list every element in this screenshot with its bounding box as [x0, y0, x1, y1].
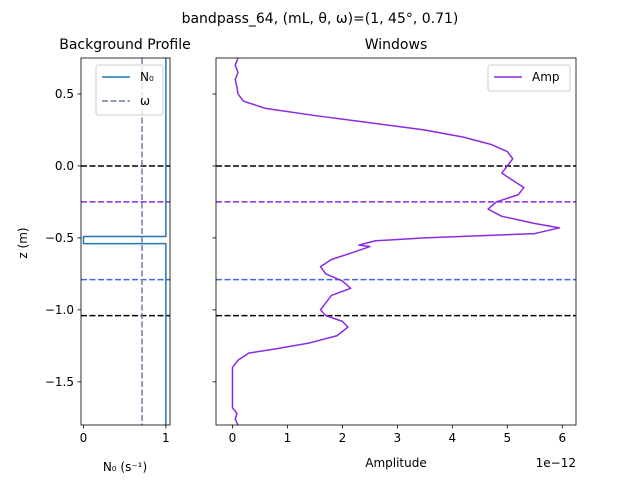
- right-x-tick-label: 1: [284, 431, 292, 445]
- left-y-tick-label: −1.0: [45, 303, 74, 317]
- figure-suptitle: bandpass_64, (mL, θ, ω)=(1, 45°, 0.71): [182, 11, 459, 27]
- windows-panel: Windows Amplitude 1e−12 0 1 2 3 4 5 6 Amp: [212, 37, 577, 470]
- right-x-tick-label: 3: [394, 431, 402, 445]
- left-legend-label-1: ω: [140, 94, 150, 108]
- right-x-tick-label: 6: [558, 431, 566, 445]
- left-panel-title: Background Profile: [59, 37, 191, 53]
- right-legend: Amp: [487, 64, 571, 92]
- left-axes-frame: [80, 57, 171, 426]
- left-y-tick-label: 0.5: [55, 87, 74, 101]
- left-x-tick-label: 0: [80, 431, 88, 445]
- right-x-tick-label: 2: [339, 431, 347, 445]
- right-panel-offset-text: 1e−12: [536, 456, 576, 470]
- right-legend-box: [487, 64, 571, 92]
- right-panel-title: Windows: [365, 37, 428, 53]
- right-axes-frame: [215, 57, 577, 426]
- left-panel-xlabel: N₀ (s⁻¹): [103, 460, 147, 474]
- left-plot-area: [81, 58, 170, 425]
- right-x-tick-label: 5: [503, 431, 511, 445]
- right-legend-label-0: Amp: [532, 70, 560, 84]
- left-series-0: [82, 58, 167, 425]
- right-panel-xlabel: Amplitude: [365, 456, 427, 470]
- left-y-tick-label: −0.5: [45, 231, 74, 245]
- left-y-tick-label: 0.0: [55, 159, 74, 173]
- left-panel-ylabel: z (m): [16, 227, 30, 258]
- left-legend: N₀ ω: [95, 64, 164, 116]
- right-plot-area: [216, 58, 576, 425]
- right-x-tick-label: 4: [449, 431, 457, 445]
- right-x-tick-label: 0: [229, 431, 237, 445]
- right-series-0: [231, 58, 561, 425]
- background-profile-panel: Background Profile N₀ (s⁻¹) z (m) 0 1 0.5 0…: [16, 37, 191, 474]
- left-legend-label-0: N₀: [140, 70, 154, 84]
- left-y-tick-label: −1.5: [45, 375, 74, 389]
- left-x-tick-label: 1: [162, 431, 170, 445]
